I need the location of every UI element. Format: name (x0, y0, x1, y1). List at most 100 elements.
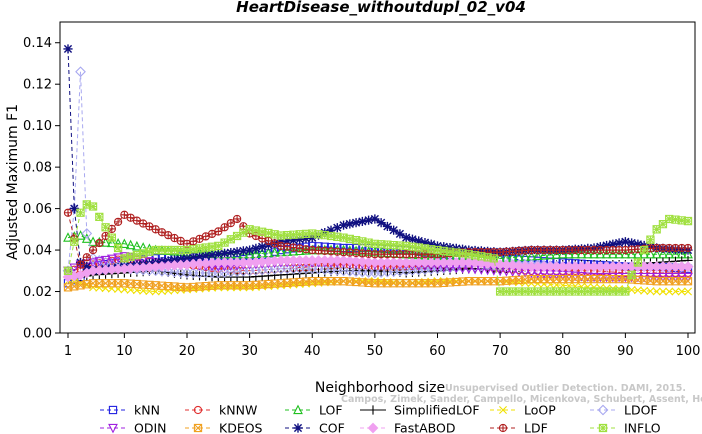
data-point (665, 287, 674, 296)
data-point (188, 252, 198, 263)
data-point (100, 255, 111, 266)
data-point (407, 234, 418, 244)
legend-label: FastABOD (394, 421, 456, 434)
data-point (220, 238, 229, 247)
data-point (76, 260, 85, 269)
data-point (651, 248, 662, 259)
series-kdeos (63, 274, 693, 292)
plot-area (62, 44, 694, 296)
legend-item-knn: kNN (100, 403, 160, 418)
data-point (601, 240, 612, 251)
data-point (671, 287, 680, 296)
y-tick-label: 0.08 (23, 161, 52, 176)
data-point (601, 248, 612, 259)
legend-label: LDF (524, 421, 548, 434)
data-point (69, 263, 80, 274)
legend-label: INFLO (624, 421, 661, 434)
data-point (232, 214, 242, 224)
data-point (195, 244, 204, 253)
data-point (131, 240, 142, 251)
data-point (557, 248, 568, 259)
legend-label: LDOF (624, 403, 658, 418)
x-tick-label: 40 (304, 344, 321, 359)
data-point (401, 233, 411, 243)
data-point (101, 223, 110, 232)
data-point (645, 248, 656, 259)
data-point (633, 239, 643, 249)
data-point (106, 237, 117, 248)
data-point (95, 238, 104, 248)
data-point (194, 252, 205, 262)
data-point (658, 287, 667, 296)
x-tick-label: 80 (554, 344, 571, 359)
data-point (426, 239, 436, 249)
data-point (106, 254, 117, 265)
data-point (207, 250, 217, 260)
data-point (189, 245, 198, 254)
data-point (598, 423, 608, 433)
data-point (498, 423, 508, 433)
legend-item-lof: LOF (285, 403, 343, 418)
data-point (139, 249, 148, 258)
data-point (81, 228, 93, 239)
data-point (570, 271, 581, 282)
data-point (119, 238, 130, 248)
data-point (88, 258, 98, 268)
data-point (532, 250, 543, 261)
data-point (595, 248, 606, 259)
x-tick-label: 70 (492, 344, 509, 359)
data-point (193, 405, 203, 415)
legend-item-fastabod: FastABOD (360, 421, 456, 434)
data-point (640, 245, 649, 255)
legend-item-kdeos: KDEOS (185, 421, 263, 434)
data-point (614, 248, 625, 259)
data-point (113, 253, 124, 263)
data-point (63, 44, 73, 54)
watermark-line-1: Campos, Zimek, Sander, Campello, Micenko… (341, 394, 702, 405)
data-point (640, 286, 649, 295)
data-point (382, 221, 392, 232)
data-point (683, 243, 693, 253)
data-point (108, 405, 118, 415)
data-point (132, 250, 142, 260)
legend-item-inflo: INFLO (590, 421, 661, 434)
data-point (100, 237, 111, 247)
x-tick-label: 30 (241, 344, 258, 359)
data-point (257, 242, 267, 252)
data-point (301, 233, 311, 244)
legend-item-odin: ODIN (100, 421, 167, 434)
data-point (582, 248, 593, 259)
data-point (545, 249, 556, 260)
data-point (193, 423, 203, 433)
data-point (232, 231, 242, 241)
data-point (551, 249, 562, 259)
data-point (627, 238, 637, 248)
legend-item-ldf: LDF (490, 421, 548, 434)
data-point (82, 262, 92, 272)
data-point (82, 200, 91, 209)
data-point (63, 208, 73, 217)
x-tick-label: 90 (617, 344, 634, 359)
data-point (201, 251, 211, 261)
plot-frame (59, 21, 696, 334)
data-point (169, 245, 180, 256)
chart-title: HeartDisease_withoutdupl_02_v04 (236, 0, 526, 16)
data-point (294, 245, 305, 256)
data-point (626, 248, 637, 259)
data-point (607, 248, 618, 259)
legend-label: COF (319, 421, 345, 434)
y-tick-label: 0.02 (23, 285, 52, 300)
y-axis: 0.00 0.02 0.04 0.06 0.08 0.10 0.12 0.14 (23, 36, 60, 342)
x-axis-label: Neighborhood size (315, 380, 445, 396)
data-point (570, 248, 581, 259)
data-point (420, 238, 430, 248)
data-point (639, 272, 650, 283)
data-point (108, 423, 118, 434)
data-point (288, 235, 299, 245)
data-point (351, 218, 361, 228)
data-point (214, 241, 223, 251)
data-point (367, 422, 379, 434)
data-point (646, 235, 655, 244)
data-point (489, 254, 499, 263)
